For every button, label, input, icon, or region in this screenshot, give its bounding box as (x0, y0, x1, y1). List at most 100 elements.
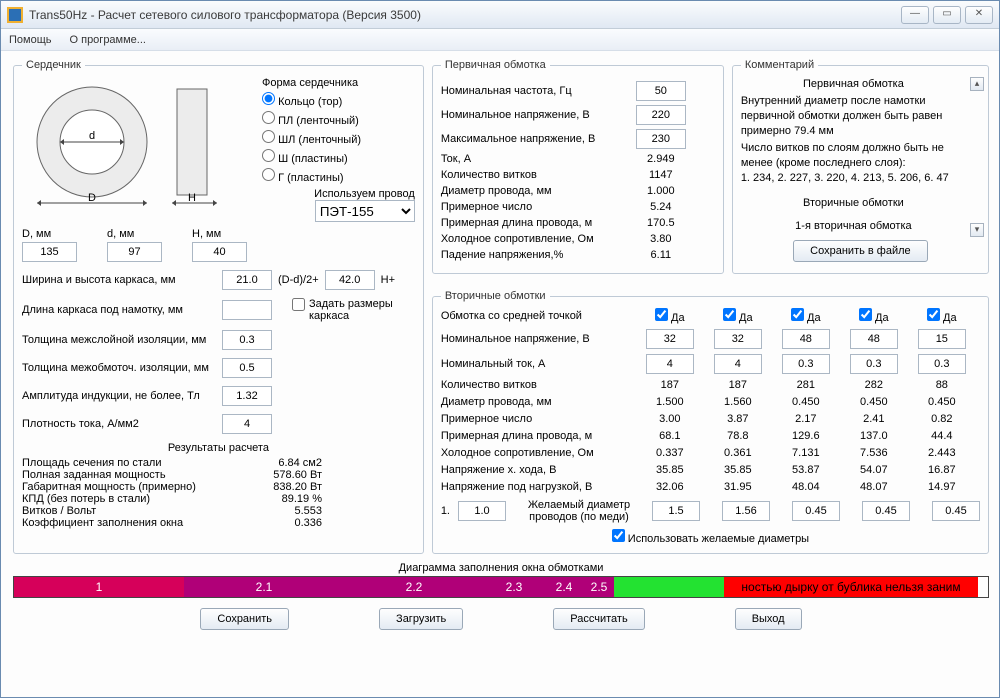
shape-label-0: Кольцо (тор) (278, 96, 342, 108)
comment-body1: Внутренний диаметр после намотки первичн… (741, 94, 966, 139)
dim-H-input[interactable] (192, 242, 247, 262)
menu-about[interactable]: О программе... (70, 34, 146, 46)
primary-val: 1.000 (631, 185, 691, 197)
close-button[interactable]: ✕ (965, 6, 993, 24)
shape-radio-2[interactable] (262, 130, 275, 143)
shape-radio-3[interactable] (262, 149, 275, 162)
primary-input[interactable] (636, 105, 686, 125)
interwind-input[interactable] (222, 358, 272, 378)
sec-i-4[interactable] (918, 354, 966, 374)
sec-val: 16.87 (928, 464, 956, 476)
desired-input-0[interactable] (652, 501, 700, 521)
primary-key: Ток, А (441, 153, 631, 165)
primary-key: Номинальное напряжение, В (441, 109, 631, 121)
sec-v-1[interactable] (714, 329, 762, 349)
primary-key: Холодное сопротивление, Ом (441, 233, 631, 245)
sec-i-3[interactable] (850, 354, 898, 374)
primary-val: 170.5 (631, 217, 691, 229)
shape-label-1: ПЛ (ленточный) (278, 115, 359, 127)
maximize-button[interactable]: ▭ (933, 6, 961, 24)
sec-v-3[interactable] (850, 329, 898, 349)
bmax-input[interactable] (222, 386, 272, 406)
primary-key: Максимальное напряжение, В (441, 133, 631, 145)
sec-ct-3[interactable] (859, 308, 872, 321)
comment-body3: 1. 234, 2. 227, 3. 220, 4. 213, 5. 206, … (741, 171, 966, 186)
comment-sub2: Вторичные обмотки (741, 196, 966, 211)
dim-D-label: D, мм (22, 228, 51, 240)
svg-text:D: D (88, 192, 96, 204)
use-desired-checkbox[interactable] (612, 529, 625, 542)
sec-v-2[interactable] (782, 329, 830, 349)
sec-v-4[interactable] (918, 329, 966, 349)
svg-text:H: H (188, 192, 196, 204)
sec-row-label: Диаметр провода, мм (441, 396, 631, 408)
frame-h-input[interactable] (325, 270, 375, 290)
sec-val: 7.131 (792, 447, 820, 459)
desired-num: 1. (441, 505, 450, 517)
desired-input-4[interactable] (932, 501, 980, 521)
sec-row-label: Обмотка со средней точкой (441, 310, 631, 322)
jdens-label: Плотность тока, А/мм2 (22, 418, 222, 430)
sec-val: 48.04 (792, 481, 820, 493)
sec-val: 14.97 (928, 481, 956, 493)
shape-radio-0[interactable] (262, 92, 275, 105)
comment-panel: Комментарий ▴ ▾ Первичная обмотка Внутре… (732, 59, 989, 274)
bar-segment: 2.2 (344, 577, 484, 597)
desired-input-3[interactable] (862, 501, 910, 521)
menu-help[interactable]: Помощь (9, 34, 52, 46)
frame-w-input[interactable] (222, 270, 272, 290)
primary-input[interactable] (636, 81, 686, 101)
comment-legend: Комментарий (741, 59, 818, 71)
primary-input[interactable] (636, 129, 686, 149)
save-button[interactable]: Сохранить (200, 608, 289, 630)
core-diagram: d D H (22, 77, 252, 222)
sec-ct-2[interactable] (791, 308, 804, 321)
result-val: 89.19 % (242, 493, 322, 505)
sec-val: 35.85 (656, 464, 684, 476)
wire-select[interactable]: ПЭТ-155 (315, 200, 415, 222)
sec-i-0[interactable] (646, 354, 694, 374)
sec-ct-1[interactable] (723, 308, 736, 321)
desired-label: Желаемый диаметр проводов (по меди) (514, 499, 644, 523)
sec-val: 3.87 (727, 413, 748, 425)
sec-i-1[interactable] (714, 354, 762, 374)
set-frame-checkbox[interactable] (292, 298, 305, 311)
sec-ct-0[interactable] (655, 308, 668, 321)
dim-D-input[interactable] (22, 242, 77, 262)
jdens-input[interactable] (222, 414, 272, 434)
sec-row-label: Примерная длина провода, м (441, 430, 631, 442)
sec-val: 2.443 (928, 447, 956, 459)
sec-row-label: Количество витков (441, 379, 631, 391)
load-button[interactable]: Загрузить (379, 608, 463, 630)
sec-val: 88 (936, 379, 948, 391)
frame-len-input[interactable] (222, 300, 272, 320)
sec-val: 0.361 (724, 447, 752, 459)
save-file-button[interactable]: Сохранить в файле (793, 240, 927, 262)
calc-button[interactable]: Рассчитать (553, 608, 644, 630)
sec-v-0[interactable] (646, 329, 694, 349)
desired-first-input[interactable] (458, 501, 506, 521)
primary-legend: Первичная обмотка (441, 59, 550, 71)
primary-key: Диаметр провода, мм (441, 185, 631, 197)
desired-input-1[interactable] (722, 501, 770, 521)
shape-radio-1[interactable] (262, 111, 275, 124)
scroll-down-icon[interactable]: ▾ (970, 223, 984, 237)
scroll-up-icon[interactable]: ▴ (970, 77, 984, 91)
shape-label-3: Ш (пластины) (278, 153, 348, 165)
minimize-button[interactable]: — (901, 6, 929, 24)
result-val: 838.20 Вт (242, 481, 322, 493)
result-key: КПД (без потерь в стали) (22, 493, 242, 505)
sec-i-2[interactable] (782, 354, 830, 374)
dim-d-input[interactable] (107, 242, 162, 262)
titlebar: Trans50Hz - Расчет сетевого силового тра… (1, 1, 999, 29)
desired-input-2[interactable] (792, 501, 840, 521)
primary-val: 2.949 (631, 153, 691, 165)
sec-val: 68.1 (659, 430, 680, 442)
shape-radio-4[interactable] (262, 168, 275, 181)
frame-len-label: Длина каркаса под намотку, мм (22, 304, 222, 316)
sec-val: 129.6 (792, 430, 820, 442)
interlayer-input[interactable] (222, 330, 272, 350)
exit-button[interactable]: Выход (735, 608, 802, 630)
sec-ct-4[interactable] (927, 308, 940, 321)
result-val: 6.84 см2 (242, 457, 322, 469)
